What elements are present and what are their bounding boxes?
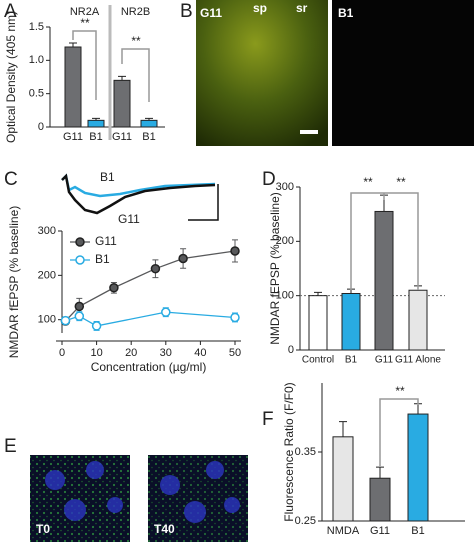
legend-label: B1 <box>95 252 110 266</box>
y-axis-label: Fluorescence Ratio (F/F0) <box>282 382 296 521</box>
y-tick-label: 0 <box>288 344 294 356</box>
x-tick-label: B1 <box>411 525 424 537</box>
bracket <box>350 192 419 290</box>
significance: ** <box>395 384 405 398</box>
y-tick-label: 0.25 <box>295 515 316 527</box>
image-label: G11 <box>200 6 222 20</box>
error-bar <box>314 291 322 296</box>
panel-label: E <box>4 436 17 457</box>
bar <box>87 119 105 128</box>
bar <box>64 46 82 128</box>
y-tick-label: 1.0 <box>29 54 44 66</box>
y-tick-label: 100 <box>38 314 56 326</box>
panel-label: B <box>180 1 193 22</box>
bar <box>140 119 158 128</box>
x-tick-label: Control <box>302 355 334 366</box>
bracket <box>379 398 419 466</box>
point <box>230 246 240 256</box>
x-tick-label: 20 <box>125 347 137 359</box>
x-tick-label: G11 <box>375 355 394 366</box>
y-tick-label: 200 <box>276 235 294 247</box>
x-tick-label: 50 <box>229 347 241 359</box>
image-label: sr <box>296 1 308 15</box>
y-tick-label: 0.5 <box>29 88 44 100</box>
y-axis-label: NMDAR fEPSP (% baseline) <box>7 206 21 359</box>
point <box>60 315 71 326</box>
error-bar <box>376 466 384 479</box>
series-line <box>64 250 236 322</box>
point <box>178 253 188 264</box>
point <box>74 301 85 312</box>
x-tick-label: G11 Alone <box>395 355 441 366</box>
bar <box>341 292 361 351</box>
y-tick-label: 300 <box>276 181 294 193</box>
point <box>161 307 171 317</box>
bracket <box>72 30 97 100</box>
x-tick-label: G11 <box>63 131 83 143</box>
group-label: NR2A <box>70 6 100 18</box>
error-bar <box>92 117 100 121</box>
inset-label: G11 <box>118 212 140 226</box>
x-tick-label: 30 <box>160 347 172 359</box>
group-label: NR2B <box>121 6 150 18</box>
error-bar <box>414 403 422 415</box>
point <box>74 311 85 321</box>
x-tick-label: B1 <box>142 131 155 143</box>
point <box>230 312 240 323</box>
bar <box>374 210 394 351</box>
y-tick-label: 100 <box>276 290 294 302</box>
image-e <box>30 455 248 542</box>
x-tick-label: B1 <box>89 131 102 143</box>
y-tick-label: 0 <box>38 121 44 133</box>
y-tick-label: 0.35 <box>295 446 316 458</box>
bar <box>369 477 391 522</box>
series-line <box>65 311 236 327</box>
bar <box>407 413 429 522</box>
x-tick-label: G11 <box>112 131 132 143</box>
bar <box>113 79 131 128</box>
y-tick-label: 1.5 <box>29 21 44 33</box>
bar <box>332 436 354 522</box>
error-bar <box>339 421 347 437</box>
x-axis-label: Concentration (µg/ml) <box>91 360 207 374</box>
x-tick-label: 40 <box>194 347 206 359</box>
significance: ** <box>131 34 141 48</box>
error-bar <box>145 117 153 121</box>
legend-label: G11 <box>95 234 117 248</box>
legend-marker <box>75 237 85 247</box>
significance: ** <box>396 175 406 189</box>
image-b <box>196 0 474 146</box>
panel-label: D <box>262 169 276 190</box>
y-axis-label: NMDAR fEPSP (% baseline) <box>268 192 282 345</box>
image-label: sp <box>253 1 267 15</box>
bracket <box>121 48 150 102</box>
image-label: T40 <box>154 522 175 536</box>
bar <box>308 295 328 351</box>
bar <box>408 289 428 351</box>
panel-label: C <box>4 169 18 190</box>
error-bar <box>69 42 77 47</box>
y-tick-label: 300 <box>38 225 56 237</box>
image-label: T0 <box>36 522 50 536</box>
error-bar <box>118 75 126 81</box>
inset-label: B1 <box>100 170 115 184</box>
x-tick-label: 0 <box>59 347 65 359</box>
legend-marker <box>75 255 85 265</box>
x-tick-label: NMDA <box>327 525 360 537</box>
panel-label: A <box>4 1 17 22</box>
image-label: B1 <box>338 6 354 20</box>
x-tick-label: 10 <box>90 347 102 359</box>
significance: ** <box>80 16 90 30</box>
point <box>91 321 102 331</box>
y-axis-label: Optical Density (405 nm) <box>4 11 18 143</box>
point <box>109 283 119 293</box>
significance: ** <box>363 175 373 189</box>
x-tick-label: B1 <box>345 355 358 366</box>
panel-label: F <box>262 409 274 430</box>
y-tick-label: 200 <box>38 269 56 281</box>
x-tick-label: G11 <box>370 525 390 537</box>
point <box>150 263 161 274</box>
inset-traces <box>61 173 219 221</box>
